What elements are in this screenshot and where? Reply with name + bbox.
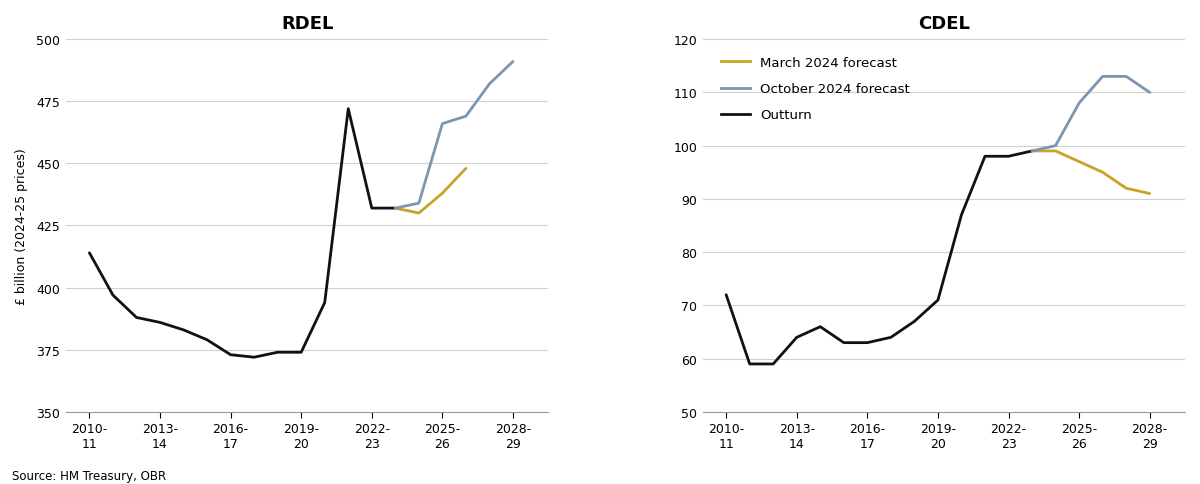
Text: Source: HM Treasury, OBR: Source: HM Treasury, OBR [12,469,166,482]
Title: CDEL: CDEL [918,15,970,33]
Legend: March 2024 forecast, October 2024 forecast, Outturn: March 2024 forecast, October 2024 foreca… [714,50,917,129]
Y-axis label: £ billion (2024-25 prices): £ billion (2024-25 prices) [14,148,28,304]
Title: RDEL: RDEL [281,15,334,33]
